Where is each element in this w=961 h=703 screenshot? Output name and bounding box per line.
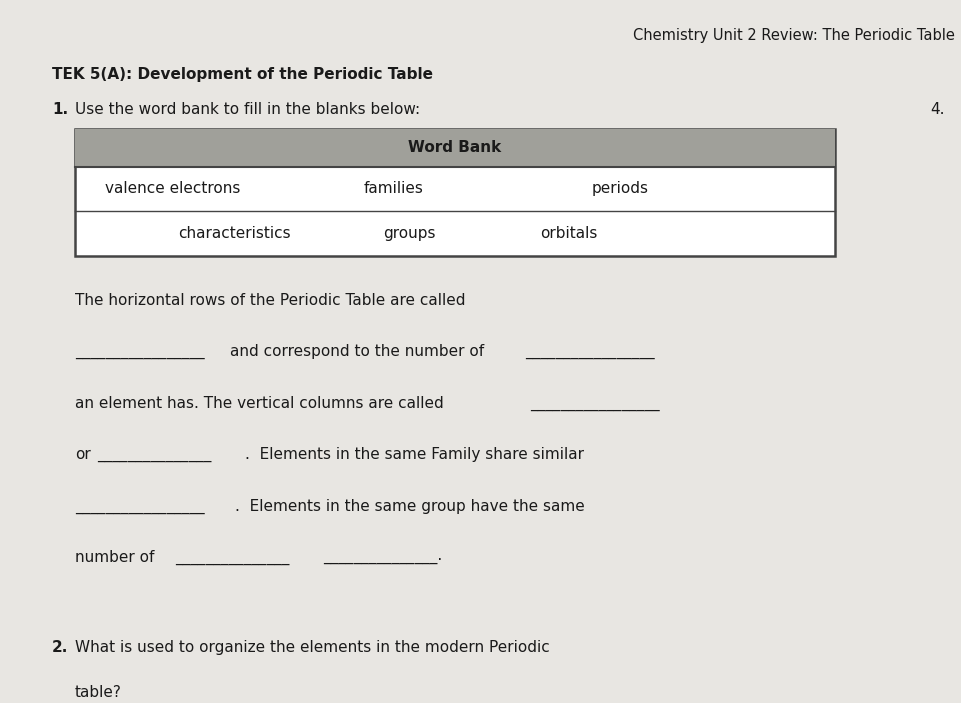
Text: valence electrons: valence electrons	[105, 181, 240, 196]
Text: periods: periods	[591, 181, 648, 196]
Text: table?: table?	[75, 685, 122, 700]
Text: Chemistry Unit 2 Review: The Periodic Table: Chemistry Unit 2 Review: The Periodic Ta…	[632, 28, 954, 43]
Text: .  Elements in the same group have the same: . Elements in the same group have the sa…	[234, 499, 584, 514]
Text: 2.: 2.	[52, 640, 68, 654]
Text: 1.: 1.	[52, 102, 68, 117]
Text: _______________.: _______________.	[323, 550, 442, 565]
Text: families: families	[363, 181, 423, 196]
Text: _________________: _________________	[75, 499, 205, 514]
Text: groups: groups	[382, 226, 435, 241]
Text: _________________: _________________	[530, 396, 659, 411]
Text: Word Bank: Word Bank	[408, 141, 501, 155]
Bar	[75, 129, 834, 256]
Text: TEK 5(A): Development of the Periodic Table: TEK 5(A): Development of the Periodic Ta…	[52, 67, 432, 82]
Text: What is used to organize the elements in the modern Periodic: What is used to organize the elements in…	[75, 640, 549, 654]
Text: The horizontal rows of the Periodic Table are called: The horizontal rows of the Periodic Tabl…	[75, 292, 465, 308]
Text: orbitals: orbitals	[540, 226, 597, 241]
Text: an element has. The vertical columns are called: an element has. The vertical columns are…	[75, 396, 443, 411]
Text: .  Elements in the same Family share similar: . Elements in the same Family share simi…	[245, 447, 583, 463]
Bar	[75, 129, 834, 167]
Text: _______________: _______________	[175, 550, 289, 565]
Text: Use the word bank to fill in the blanks below:: Use the word bank to fill in the blanks …	[75, 102, 420, 117]
Text: characteristics: characteristics	[178, 226, 290, 241]
Text: or: or	[75, 447, 90, 463]
Text: _______________: _______________	[97, 447, 211, 463]
Text: and correspond to the number of: and correspond to the number of	[230, 344, 483, 359]
Text: _________________: _________________	[525, 344, 653, 359]
Text: _________________: _________________	[75, 344, 205, 359]
Text: 4.: 4.	[929, 102, 944, 117]
Text: number of: number of	[75, 550, 154, 565]
